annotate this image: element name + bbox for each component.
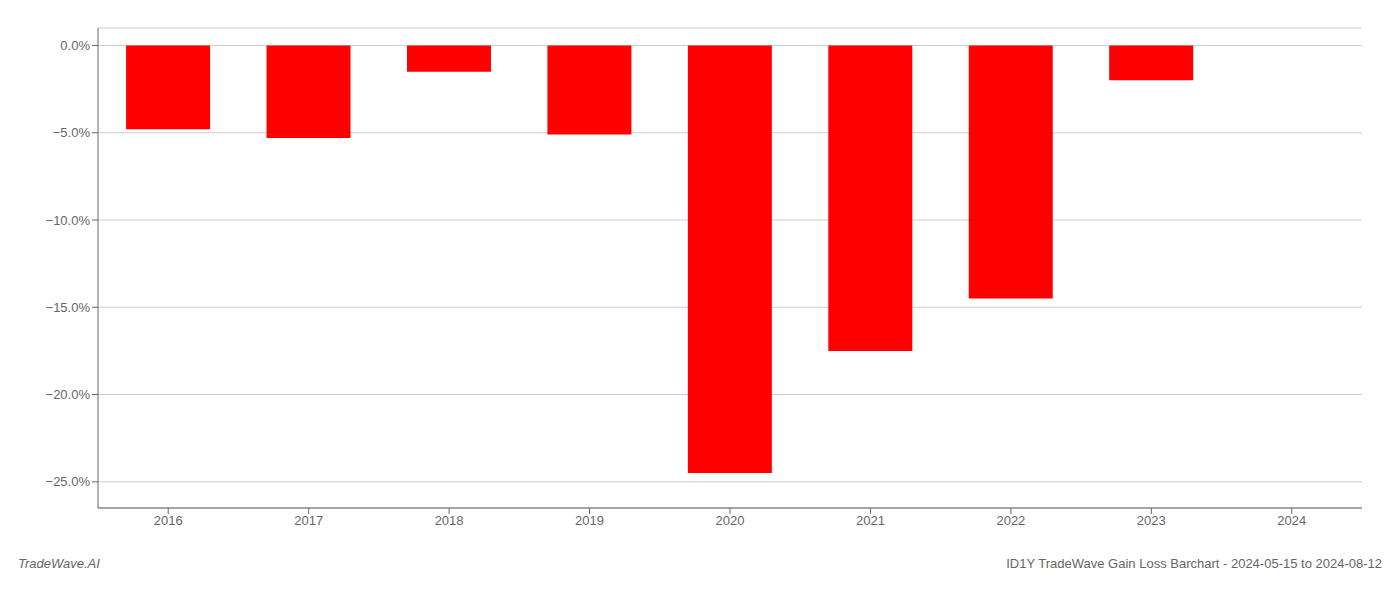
svg-text:2021: 2021: [856, 513, 885, 528]
svg-text:2018: 2018: [435, 513, 464, 528]
svg-text:2017: 2017: [294, 513, 323, 528]
svg-text:2024: 2024: [1277, 513, 1306, 528]
svg-text:−20.0%: −20.0%: [46, 387, 91, 402]
svg-text:2022: 2022: [996, 513, 1025, 528]
html-text:ID1Y TradeWave Gain Loss Barch: ID1Y TradeWave Gain Loss Barchart - 2024…: [1006, 556, 1382, 571]
svg-text:−25.0%: −25.0%: [46, 474, 91, 489]
svg-text:2016: 2016: [154, 513, 183, 528]
svg-text:2019: 2019: [575, 513, 604, 528]
html-text:TradeWave.AI: TradeWave.AI: [18, 556, 100, 571]
svg-text:2020: 2020: [716, 513, 745, 528]
svg-text:2023: 2023: [1137, 513, 1166, 528]
svg-text:0.0%: 0.0%: [60, 38, 90, 53]
svg-text:−15.0%: −15.0%: [46, 300, 91, 315]
svg-text:−10.0%: −10.0%: [46, 213, 91, 228]
svg-text:−5.0%: −5.0%: [53, 125, 91, 140]
